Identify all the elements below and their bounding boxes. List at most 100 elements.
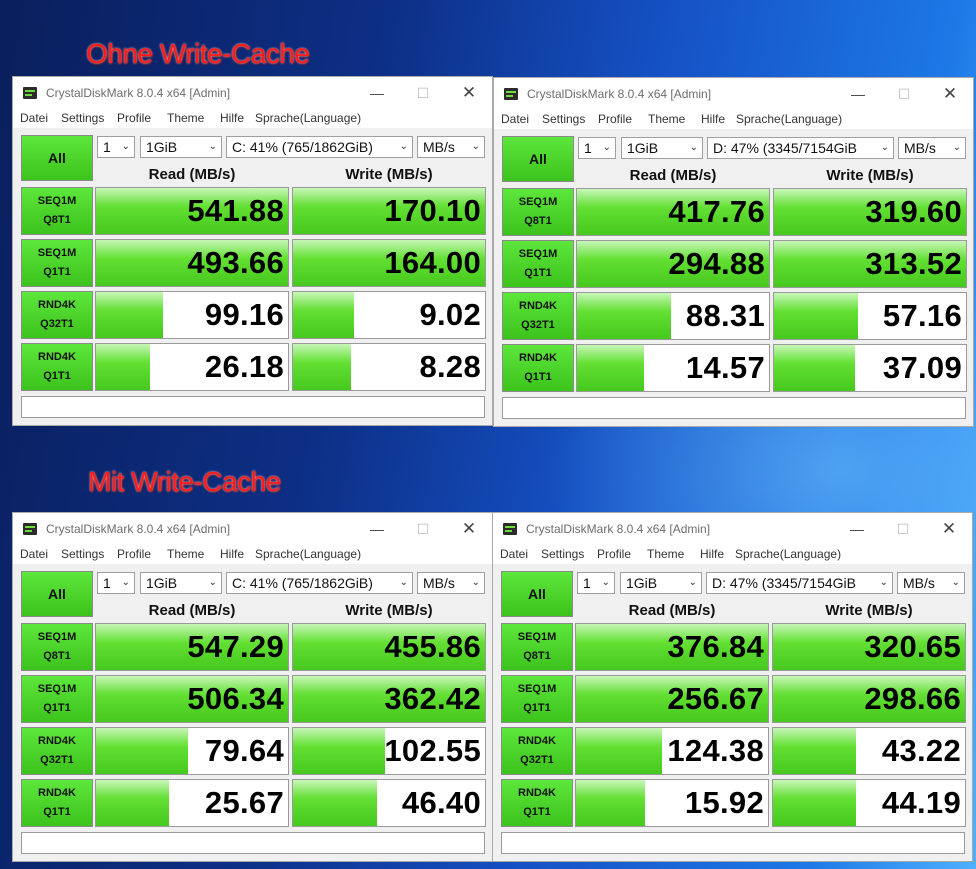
read-result-bar [577,345,645,391]
test-button-0[interactable]: SEQ1M Q8T1 [21,623,93,671]
minimize-button[interactable]: — [851,86,865,102]
test-size-select[interactable]: 1GiB ⌄ [621,137,703,159]
test-count-value: 1 [584,140,592,156]
read-result-cell: 15.92 [575,779,769,827]
menu-item-theme[interactable]: Theme [167,111,205,125]
test-button-2[interactable]: RND4K Q32T1 [21,291,93,339]
run-all-button[interactable]: All [502,136,574,182]
drive-select[interactable]: C: 41% (765/1862GiB) ⌄ [226,136,413,158]
title-bar[interactable]: CrystalDiskMark 8.0.4 x64 [Admin] — ☐ ✕ [13,77,492,109]
test-button-1[interactable]: SEQ1M Q1T1 [21,675,93,723]
menu-item-hilfe[interactable]: Hilfe [220,111,245,125]
test-button-1[interactable]: SEQ1M Q1T1 [21,239,93,287]
chevron-down-icon: ⌄ [471,577,480,588]
unit-select[interactable]: MB/s ⌄ [417,572,485,594]
test-button-2[interactable]: RND4K Q32T1 [21,727,93,775]
test-label-line2: Q1T1 [43,266,71,278]
minimize-button[interactable]: — [370,85,384,101]
unit-select[interactable]: MB/s ⌄ [898,137,966,159]
menu-item-hilfe[interactable]: Hilfe [220,547,245,561]
menu-item-sprachelanguage[interactable]: Sprache(Language) [736,112,843,126]
menu-item-sprachelanguage[interactable]: Sprache(Language) [735,547,842,561]
menu-item-theme[interactable]: Theme [167,547,205,561]
title-bar[interactable]: CrystalDiskMark 8.0.4 x64 [Admin] — ☐ ✕ [493,513,972,545]
close-button[interactable]: ✕ [941,519,957,538]
maximize-button[interactable]: ☐ [896,521,910,537]
menu-item-profile[interactable]: Profile [598,112,633,126]
minimize-button[interactable]: — [370,521,384,537]
test-button-2[interactable]: RND4K Q32T1 [501,727,573,775]
drive-select[interactable]: D: 47% (3345/7154GiB ⌄ [706,572,893,594]
menu-item-sprachelanguage[interactable]: Sprache(Language) [255,111,362,125]
menu-item-settings[interactable]: Settings [541,547,585,561]
comment-field[interactable] [501,832,965,854]
test-count-select[interactable]: 1 ⌄ [577,572,615,594]
test-size-select[interactable]: 1GiB ⌄ [140,136,222,158]
test-button-3[interactable]: RND4K Q1T1 [502,344,574,392]
menu-item-settings[interactable]: Settings [61,547,105,561]
menu-item-datei[interactable]: Datei [500,547,529,561]
menu-item-datei[interactable]: Datei [501,112,530,126]
menu-item-datei[interactable]: Datei [20,111,49,125]
maximize-button[interactable]: ☐ [416,521,430,537]
menu-item-hilfe[interactable]: Hilfe [700,547,725,561]
test-button-3[interactable]: RND4K Q1T1 [21,779,93,827]
write-column-header: Write (MB/s) [826,167,914,184]
test-button-1[interactable]: SEQ1M Q1T1 [502,240,574,288]
test-size-value: 1GiB [626,575,658,591]
window-title: CrystalDiskMark 8.0.4 x64 [Admin] [526,522,711,536]
write-result-cell: 102.55 [292,727,486,775]
drive-select[interactable]: D: 47% (3345/7154GiB ⌄ [707,137,894,159]
comment-field[interactable] [21,832,485,854]
drive-select[interactable]: C: 41% (765/1862GiB) ⌄ [226,572,413,594]
close-button[interactable]: ✕ [942,84,958,103]
test-button-3[interactable]: RND4K Q1T1 [21,343,93,391]
test-button-0[interactable]: SEQ1M Q8T1 [21,187,93,235]
test-button-2[interactable]: RND4K Q32T1 [502,292,574,340]
test-size-select[interactable]: 1GiB ⌄ [140,572,222,594]
unit-select[interactable]: MB/s ⌄ [897,572,965,594]
menu-item-settings[interactable]: Settings [61,111,105,125]
unit-value: MB/s [903,575,935,591]
title-bar[interactable]: CrystalDiskMark 8.0.4 x64 [Admin] — ☐ ✕ [13,513,492,545]
test-count-select[interactable]: 1 ⌄ [578,137,616,159]
menu-item-theme[interactable]: Theme [647,547,685,561]
menu-item-profile[interactable]: Profile [117,111,152,125]
menu-item-sprachelanguage[interactable]: Sprache(Language) [255,547,362,561]
close-button[interactable]: ✕ [461,519,477,538]
unit-value: MB/s [423,575,455,591]
maximize-button[interactable]: ☐ [416,85,430,101]
test-button-0[interactable]: SEQ1M Q8T1 [502,188,574,236]
unit-select[interactable]: MB/s ⌄ [417,136,485,158]
test-button-1[interactable]: SEQ1M Q1T1 [501,675,573,723]
test-button-3[interactable]: RND4K Q1T1 [501,779,573,827]
menu-item-datei[interactable]: Datei [20,547,49,561]
comment-field[interactable] [21,396,485,418]
write-result-cell: 44.19 [772,779,966,827]
comment-field[interactable] [502,397,966,419]
write-result-cell: 298.66 [772,675,966,723]
run-all-button[interactable]: All [21,571,93,617]
chevron-down-icon: ⌄ [952,142,961,153]
menu-item-theme[interactable]: Theme [648,112,686,126]
menu-item-profile[interactable]: Profile [117,547,152,561]
write-result-value: 298.66 [864,681,961,716]
test-label-line1: RND4K [38,735,76,747]
menu-item-profile[interactable]: Profile [597,547,632,561]
maximize-button[interactable]: ☐ [897,86,911,102]
run-all-button[interactable]: All [21,135,93,181]
test-count-select[interactable]: 1 ⌄ [97,136,135,158]
close-button[interactable]: ✕ [461,83,477,102]
test-count-select[interactable]: 1 ⌄ [97,572,135,594]
test-button-0[interactable]: SEQ1M Q8T1 [501,623,573,671]
test-label-line1: SEQ1M [37,631,77,643]
run-all-button[interactable]: All [501,571,573,617]
menu-item-settings[interactable]: Settings [542,112,586,126]
title-bar[interactable]: CrystalDiskMark 8.0.4 x64 [Admin] — ☐ ✕ [494,78,973,110]
read-result-cell: 506.34 [95,675,289,723]
crystaldiskmark-app-icon [504,88,518,100]
menu-item-hilfe[interactable]: Hilfe [701,112,726,126]
caption-without-write-cache: Ohne Write-Cache [86,38,310,69]
minimize-button[interactable]: — [850,521,864,537]
test-size-select[interactable]: 1GiB ⌄ [620,572,702,594]
